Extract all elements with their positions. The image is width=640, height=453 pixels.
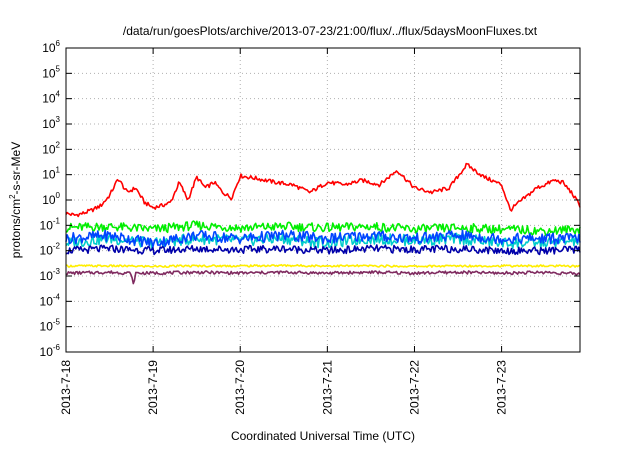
y-tick-exponent: -5 [53, 318, 61, 327]
y-tick-exponent: 2 [56, 140, 61, 149]
x-tick-label: 2013-7-23 [495, 360, 509, 415]
y-tick-label: 10-6 [40, 343, 61, 359]
y-tick-base: 10 [42, 142, 56, 156]
y-tick-base: 10 [40, 320, 54, 334]
y-tick-exponent: 4 [56, 90, 61, 99]
tick-layer [65, 47, 580, 353]
y-tick-exponent: -3 [53, 267, 61, 276]
y-tick-base: 10 [40, 218, 54, 232]
y-tick-label: 102 [42, 140, 60, 156]
y-tick-label: 10-3 [40, 267, 61, 283]
y-tick-exponent: 5 [56, 64, 61, 73]
series-line [66, 270, 581, 285]
series-line [65, 229, 581, 248]
y-tick-base: 10 [42, 92, 56, 106]
x-tick-label: 2013-7-22 [407, 360, 421, 415]
series-layer [65, 162, 581, 285]
y-tick-label: 10-1 [40, 216, 61, 232]
y-axis-title-pre: protons/cm [9, 199, 23, 258]
y-tick-label: 10-2 [40, 242, 61, 258]
y-axis-title: protons/cm2-s-sr-MeV [8, 142, 23, 258]
y-tick-label: 101 [42, 166, 60, 182]
y-tick-label: 104 [42, 90, 60, 106]
series-line [65, 220, 581, 237]
y-tick-label: 10-5 [40, 318, 61, 334]
x-tick-labels: 2013-7-18 2013-7-19 2013-7-20 2013-7-21 2013… [59, 360, 509, 415]
y-tick-base: 10 [40, 269, 54, 283]
y-tick-label: 10-4 [40, 292, 61, 308]
y-tick-base: 10 [40, 244, 54, 258]
y-tick-label: 100 [42, 191, 60, 207]
y-tick-exponent: -2 [53, 242, 61, 251]
y-tick-base: 10 [40, 345, 54, 359]
x-tick-label: 2013-7-20 [233, 360, 247, 415]
y-tick-exponent: 3 [56, 115, 61, 124]
x-tick-label: 2013-7-18 [59, 360, 73, 415]
x-tick-label: 2013-7-21 [320, 360, 334, 415]
y-tick-exponent: 6 [56, 39, 61, 48]
y-axis-title-post: -s-sr-MeV [9, 142, 23, 195]
y-tick-label: 106 [42, 39, 60, 55]
series-line [65, 263, 581, 269]
y-tick-base: 10 [42, 117, 56, 131]
y-tick-base: 10 [42, 66, 56, 80]
y-tick-label: 105 [42, 64, 60, 80]
y-tick-base: 10 [42, 168, 56, 182]
y-tick-exponent: -6 [53, 343, 61, 352]
y-tick-exponent: -1 [53, 216, 61, 225]
y-tick-base: 10 [42, 193, 56, 207]
x-tick-label: 2013-7-19 [146, 360, 160, 415]
y-tick-exponent: -4 [53, 292, 61, 301]
y-tick-labels: 10-610-510-410-310-210-11001011021031041… [40, 39, 61, 359]
series-line [65, 244, 581, 256]
x-axis-title: Coordinated Universal Time (UTC) [231, 429, 415, 443]
y-axis-title-sup: 2 [8, 194, 17, 199]
y-tick-exponent: 1 [56, 166, 61, 175]
chart-title: /data/run/goesPlots/archive/2013-07-23/2… [123, 24, 538, 38]
y-tick-base: 10 [42, 41, 56, 55]
y-tick-exponent: 0 [56, 191, 61, 200]
y-tick-label: 103 [42, 115, 60, 131]
y-tick-base: 10 [40, 294, 54, 308]
series-line [65, 162, 581, 218]
